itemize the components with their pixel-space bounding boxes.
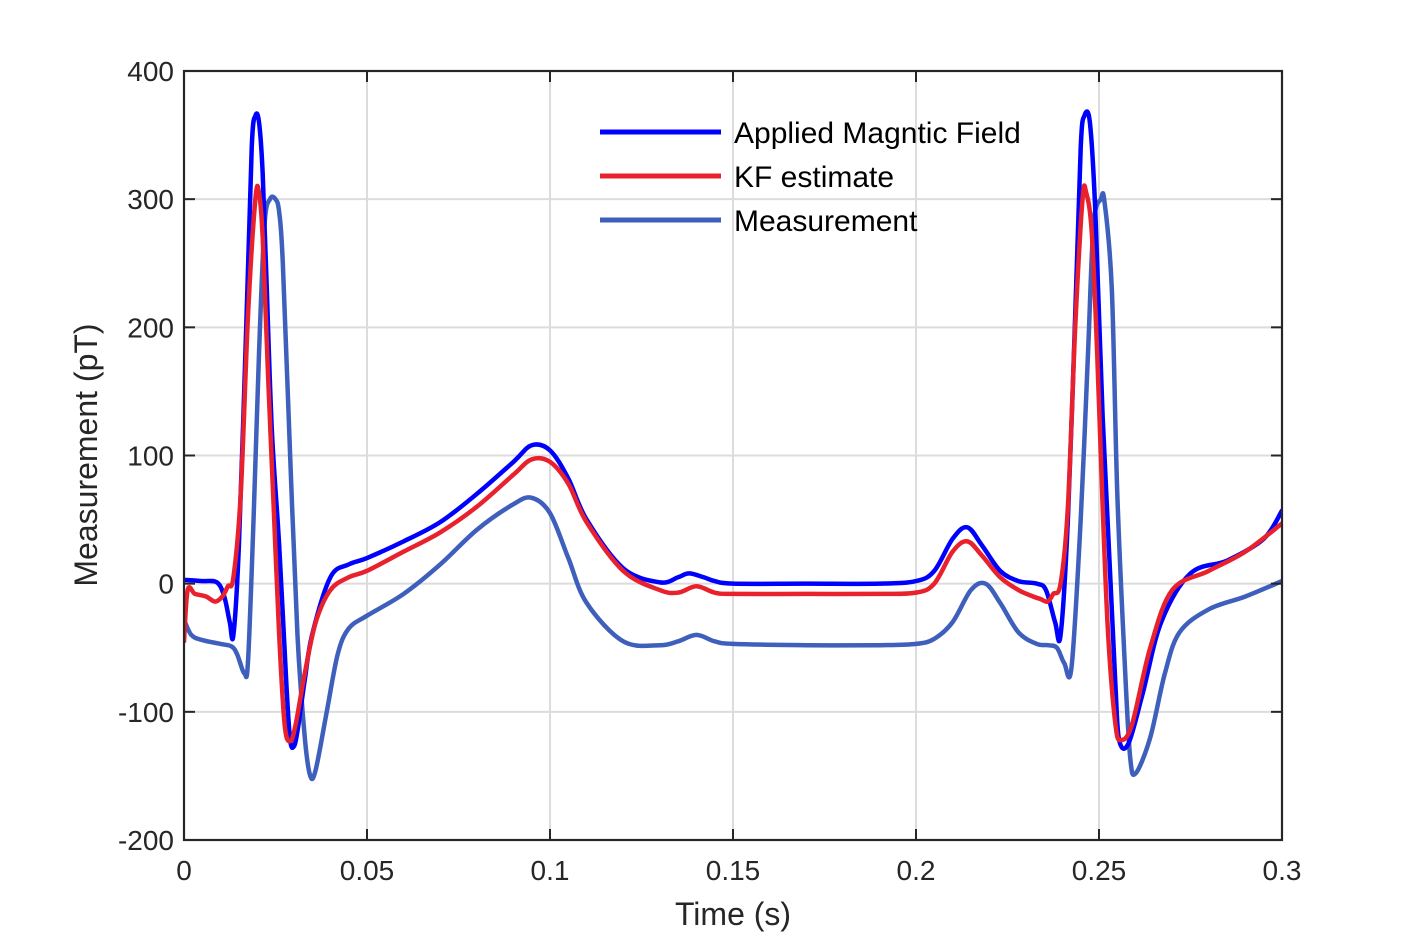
x-axis-label: Time (s)	[675, 896, 791, 932]
tick-marks	[183, 70, 1283, 841]
x-tick-label: 0.2	[897, 855, 936, 886]
x-tick-labels: 0 0.05 0.1 0.15 0.2 0.25 0.3	[176, 855, 1301, 886]
x-tick-label: 0	[176, 855, 192, 886]
y-axis-label: Measurement (pT)	[68, 323, 104, 586]
y-tick-label: -200	[118, 825, 174, 856]
y-tick-label: 400	[127, 56, 174, 87]
series-line-kf-estimate	[184, 183, 1282, 744]
x-tick-label: 0.1	[531, 855, 570, 886]
x-tick-label: 0.05	[340, 855, 395, 886]
legend: Applied Magntic Field KF estimate Measurem…	[600, 117, 1021, 238]
y-tick-label: 0	[158, 569, 174, 600]
y-tick-labels: -200 -100 0 100 200 300 400	[118, 56, 174, 856]
y-tick-label: -100	[118, 697, 174, 728]
x-tick-label: 0.15	[706, 855, 761, 886]
x-tick-label: 0.25	[1072, 855, 1127, 886]
x-tick-label: 0.3	[1263, 855, 1302, 886]
legend-entry-applied-magntic-field: Applied Magntic Field	[734, 117, 1021, 150]
legend-entry-kf-estimate: KF estimate	[734, 161, 894, 194]
series-line-applied-magntic-field	[184, 109, 1282, 751]
series-layer	[184, 109, 1282, 782]
y-tick-label: 100	[127, 441, 174, 472]
y-tick-label: 200	[127, 312, 174, 343]
series-line-measurement	[184, 191, 1282, 782]
legend-entry-measurement: Measurement	[734, 205, 918, 238]
y-tick-label: 300	[127, 184, 174, 215]
